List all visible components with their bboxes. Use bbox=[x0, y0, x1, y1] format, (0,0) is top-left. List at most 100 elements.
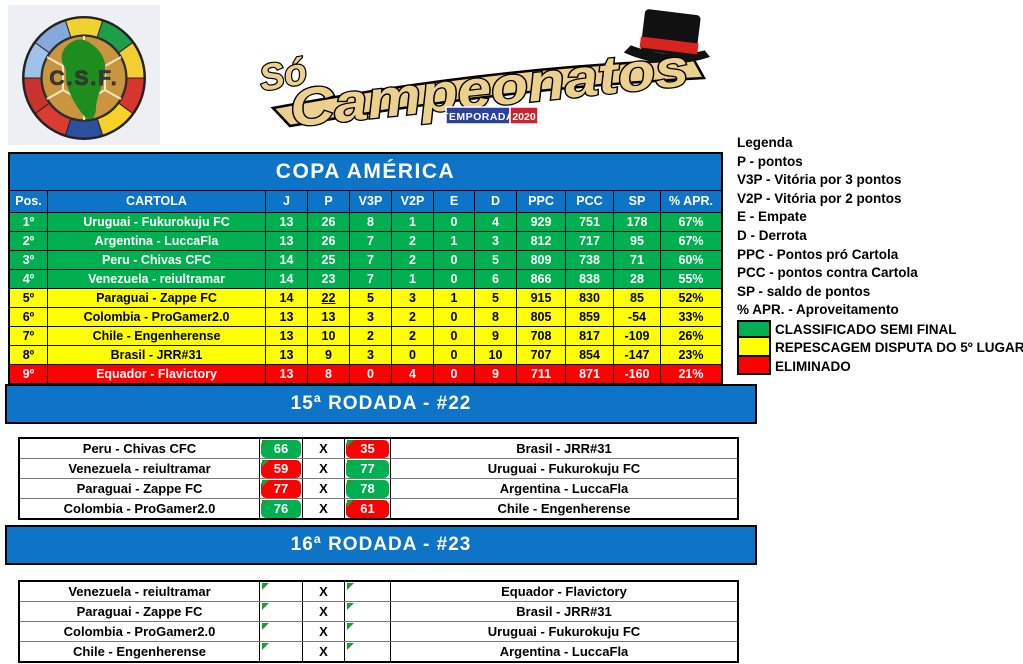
table-row: 6º Colombia - ProGamer2.0 13 13 3 2 0 8 805 859 -5… bbox=[10, 308, 721, 327]
versus-label: X bbox=[303, 499, 345, 518]
cell-pos: 1º bbox=[10, 213, 48, 231]
cell-ppc: 711 bbox=[517, 365, 566, 383]
cell-d: 8 bbox=[475, 308, 517, 326]
cell-pos: 6º bbox=[10, 308, 48, 326]
cell-sp: 178 bbox=[614, 213, 661, 231]
away-score-value bbox=[346, 602, 389, 621]
match-row: Paraguai - Zappe FC X Brasil - JRR#31 bbox=[20, 602, 737, 622]
away-score-value bbox=[346, 582, 389, 601]
cell-sp: -147 bbox=[614, 346, 661, 364]
cell-d: 4 bbox=[475, 213, 517, 231]
away-score: 77 bbox=[345, 459, 391, 478]
round-15-table: Peru - Chivas CFC 66 X 35 Brasil - JRR#31 Ven… bbox=[18, 437, 739, 520]
cell-sp: 71 bbox=[614, 251, 661, 269]
flag-segment bbox=[34, 20, 72, 54]
cell-v2p: 2 bbox=[392, 251, 434, 269]
column-header-pcc: PCC bbox=[566, 191, 614, 212]
cell-pcc: 859 bbox=[566, 308, 614, 326]
cell-pcc: 871 bbox=[566, 365, 614, 383]
home-score-value: 59 bbox=[261, 459, 301, 478]
cell-v3p: 7 bbox=[350, 251, 392, 269]
column-header-d: D bbox=[475, 191, 517, 212]
versus-label: X bbox=[303, 459, 345, 478]
cell-v3p: 3 bbox=[350, 346, 392, 364]
column-header-apr: % APR. bbox=[669, 194, 713, 209]
cell-cartola: Brasil - JRR#31 bbox=[48, 346, 266, 364]
legend-item: % APR. - Aproveitamento bbox=[737, 302, 899, 318]
cell-v3p: 3 bbox=[350, 308, 392, 326]
legend-item: V2P - Vitória por 2 pontos bbox=[737, 190, 902, 206]
cell-v2p: 2 bbox=[392, 308, 434, 326]
cell-apr: 60% bbox=[678, 252, 704, 267]
csf-logo-text: C.S.F. bbox=[49, 67, 118, 90]
home-score-value: 66 bbox=[261, 439, 301, 458]
home-team: Colombia - ProGamer2.0 bbox=[20, 622, 260, 641]
home-score bbox=[260, 642, 303, 661]
match-row: Venezuela - reiultramar 59 X 77 Uruguai - Fu… bbox=[20, 459, 737, 479]
home-score-value bbox=[261, 622, 301, 641]
cell-ppc: 866 bbox=[517, 270, 566, 288]
cell-pcc: 717 bbox=[566, 232, 614, 250]
legend: Legenda P - pontos V3P - Vitória por 3 po… bbox=[737, 134, 1023, 376]
cell-v3p: 8 bbox=[350, 213, 392, 231]
away-score-value: 77 bbox=[346, 459, 389, 478]
home-score bbox=[260, 622, 303, 641]
cell-e: 0 bbox=[434, 365, 475, 383]
cell-pcc: 854 bbox=[566, 346, 614, 364]
away-score-value bbox=[346, 642, 389, 661]
cell-pcc: 830 bbox=[566, 289, 614, 307]
home-score-value: 77 bbox=[261, 479, 301, 498]
cell-pos: 5º bbox=[10, 289, 48, 307]
column-header-v3p: V3P bbox=[350, 191, 392, 212]
cell-cartola: Colombia - ProGamer2.0 bbox=[48, 308, 266, 326]
column-header-v2p: V2P bbox=[392, 191, 434, 212]
round-16-title: 16ª RODADA - #23 bbox=[290, 534, 472, 555]
home-score: 66 bbox=[260, 439, 303, 458]
comment-triangle-icon bbox=[262, 603, 269, 610]
home-score: 76 bbox=[260, 499, 303, 518]
away-score: 35 bbox=[345, 439, 391, 458]
cell-pos: 4º bbox=[10, 270, 48, 288]
cell-ppc: 915 bbox=[517, 289, 566, 307]
legend-item: SP - saldo de pontos bbox=[737, 283, 871, 299]
column-header-p: P bbox=[308, 191, 350, 212]
cell-pos: 7º bbox=[10, 327, 48, 345]
table-row: 2º Argentina - LuccaFla 13 26 7 2 1 3 812 717 95 67… bbox=[10, 232, 721, 251]
versus-label: X bbox=[303, 622, 345, 641]
away-score: 78 bbox=[345, 479, 391, 498]
year-label: 2020 bbox=[512, 111, 536, 123]
cell-pos: 3º bbox=[10, 251, 48, 269]
cell-j: 13 bbox=[266, 213, 308, 231]
away-score bbox=[345, 582, 391, 601]
away-score-value: 61 bbox=[346, 499, 389, 518]
comment-triangle-icon bbox=[347, 623, 354, 630]
table-row: 8º Brasil - JRR#31 13 9 3 0 0 10 707 854 -147 23% bbox=[10, 346, 721, 365]
comment-triangle-icon bbox=[262, 480, 269, 487]
comment-triangle-icon bbox=[347, 460, 354, 467]
table-row: 7º Chile - Engenherense 13 10 2 2 0 9 708 817 -109… bbox=[10, 327, 721, 346]
comment-triangle-icon bbox=[262, 440, 269, 447]
home-score-value: 76 bbox=[261, 499, 301, 518]
cell-d: 10 bbox=[475, 346, 517, 364]
home-score: 77 bbox=[260, 479, 303, 498]
logo-swoosh bbox=[270, 58, 707, 128]
column-header-sp: SP bbox=[614, 191, 661, 212]
status-label: REPESCAGEM DISPUTA DO 5º LUGAR bbox=[775, 340, 1023, 356]
comment-triangle-icon bbox=[262, 643, 269, 650]
cell-e: 0 bbox=[434, 346, 475, 364]
comment-triangle-icon bbox=[347, 440, 354, 447]
home-team: Venezuela - reiultramar bbox=[20, 459, 260, 478]
south-america-map-icon bbox=[61, 39, 106, 120]
cell-pcc: 751 bbox=[566, 213, 614, 231]
status-label: CLASSIFICADO SEMI FINAL bbox=[775, 321, 957, 337]
standings-table: COPA AMÉRICA Pos. CARTOLA J P V3P V2P E D PPC PCC… bbox=[8, 152, 723, 385]
cell-e: 0 bbox=[434, 251, 475, 269]
cell-d: 9 bbox=[475, 327, 517, 345]
versus-label: X bbox=[303, 439, 345, 458]
home-score bbox=[260, 602, 303, 621]
cell-j: 13 bbox=[266, 346, 308, 364]
cell-sp: -54 bbox=[614, 308, 661, 326]
cell-v2p: 2 bbox=[392, 327, 434, 345]
table-row: 3º Peru - Chivas CFC 14 25 7 2 0 5 809 738 71 60% bbox=[10, 251, 721, 270]
table-row: 9º Equador - Flavictory 13 8 0 4 0 9 711 871 -160 2… bbox=[10, 365, 721, 383]
